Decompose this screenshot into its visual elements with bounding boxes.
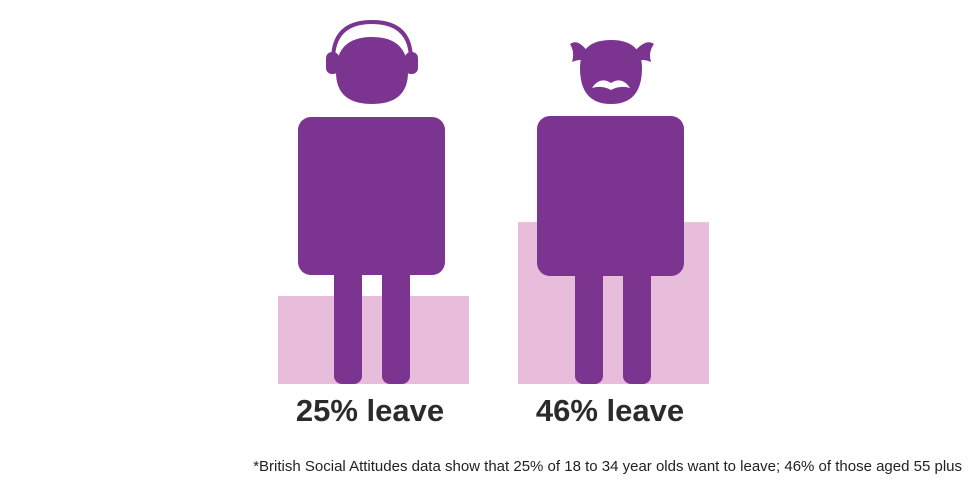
left-leg (575, 262, 603, 384)
bar-0 (278, 296, 469, 384)
headphone-band (331, 19, 413, 61)
right-leg (623, 262, 651, 384)
footnote: *British Social Attitudes data show that… (253, 458, 962, 475)
right-ear-cup (405, 52, 418, 74)
moustache (592, 80, 630, 90)
young-person-headphones-icon (298, 19, 445, 384)
torso (537, 116, 684, 276)
label-older: 46% leave (535, 393, 685, 428)
left-leg (334, 260, 362, 384)
left-ear-cup (326, 52, 339, 74)
head (580, 40, 642, 104)
torso (298, 117, 445, 275)
right-leg (382, 260, 410, 384)
head (336, 37, 408, 104)
older-person-moustache-icon (537, 40, 684, 384)
right-hair-tuft (634, 42, 654, 62)
label-young: 25% leave (295, 393, 445, 428)
left-hair-tuft (570, 42, 588, 62)
